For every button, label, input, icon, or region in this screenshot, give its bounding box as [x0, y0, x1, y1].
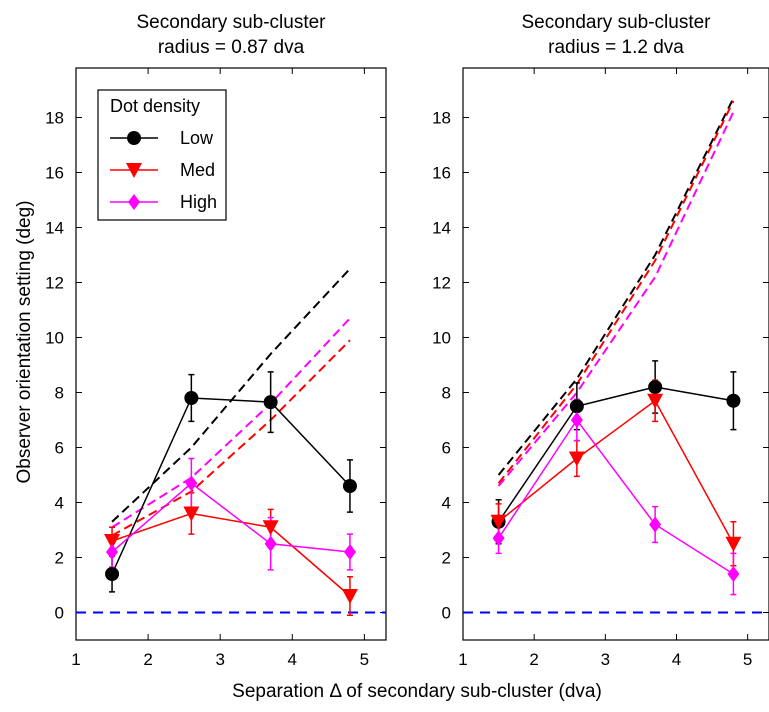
- y-tick-label: 12: [432, 274, 451, 293]
- data-point-low: [184, 391, 199, 405]
- y-tick-label: 16: [432, 164, 451, 183]
- prediction-line-low: [497, 97, 735, 476]
- legend: Dot density Low Med High: [97, 89, 227, 221]
- data-point-med: [104, 534, 121, 549]
- y-tick-label: 4: [55, 494, 64, 513]
- legend-items: Low Med High: [110, 128, 217, 212]
- y-tick-label: 0: [442, 604, 451, 623]
- plot-frame: [75, 67, 387, 641]
- prediction-line-high: [111, 317, 351, 529]
- y-tick-label: 2: [55, 549, 64, 568]
- data-line-low: [111, 397, 351, 575]
- y-tick-label: 14: [432, 219, 451, 238]
- data-point-low: [569, 399, 584, 414]
- x-tick-label: 2: [143, 650, 152, 669]
- y-tick-label: 18: [432, 109, 451, 128]
- data-line-low: [497, 386, 734, 523]
- legend-box: [97, 89, 227, 221]
- x-tick-label: 1: [71, 650, 80, 669]
- x-tick-label: 3: [215, 650, 224, 669]
- data-line-med: [111, 512, 351, 597]
- x-tick-label: 4: [672, 650, 681, 669]
- legend-label-med: Med: [180, 160, 215, 180]
- data-point-high: [185, 475, 198, 492]
- y-tick-label: 18: [45, 109, 64, 128]
- panel-title-line2: radius = 0.87 dva: [158, 37, 305, 58]
- x-tick-label: 5: [360, 650, 369, 669]
- y-tick-label: 12: [45, 274, 64, 293]
- data-line-high: [497, 418, 734, 575]
- panel-title-line1: Secondary sub-cluster: [521, 12, 711, 33]
- x-axis-label: Separation Δ of secondary sub-cluster (d…: [232, 681, 602, 702]
- data-point-high: [264, 535, 277, 552]
- prediction-line-med: [497, 100, 735, 484]
- data-point-med: [568, 451, 585, 467]
- panel-title-line2: radius = 1.2 dva: [548, 37, 684, 58]
- data-point-med: [262, 520, 279, 536]
- data-line-med: [498, 399, 735, 545]
- x-tick-label: 4: [288, 650, 297, 669]
- prediction-line-low: [111, 268, 351, 523]
- prediction-line-high: [497, 111, 735, 487]
- data-point-high: [343, 544, 356, 560]
- y-tick-label: 10: [432, 329, 451, 348]
- y-tick-label: 6: [55, 439, 64, 458]
- y-tick-label: 4: [442, 494, 451, 513]
- legend-marker-high: [128, 194, 140, 210]
- legend-label-high: High: [180, 192, 217, 212]
- data-point-med: [725, 536, 742, 552]
- y-tick-label: 6: [442, 439, 451, 458]
- y-tick-label: 8: [442, 384, 451, 403]
- data-point-low: [105, 567, 120, 581]
- y-tick-label: 16: [45, 164, 64, 183]
- data-point-low: [726, 393, 741, 408]
- data-point-med: [341, 589, 358, 604]
- legend-label-low: Low: [180, 128, 214, 148]
- data-line-high: [111, 482, 351, 553]
- x-tick-label: 5: [743, 650, 752, 669]
- y-axis-label: Observer orientation setting (deg): [14, 200, 35, 483]
- data-point-low: [648, 380, 663, 394]
- y-tick-label: 0: [55, 604, 64, 623]
- data-point-med: [647, 393, 664, 409]
- legend-marker-low: [127, 131, 141, 145]
- x-tick-label: 1: [458, 650, 467, 669]
- data-point-low: [263, 395, 278, 410]
- data-point-high: [649, 516, 662, 533]
- data-point-med: [490, 514, 507, 530]
- y-tick-label: 2: [442, 549, 451, 568]
- prediction-line-med: [111, 339, 351, 537]
- panel-title-line1: Secondary sub-cluster: [136, 12, 326, 33]
- data-point-high: [570, 412, 583, 428]
- x-tick-label: 2: [529, 650, 538, 669]
- legend-title: Dot density: [110, 96, 200, 116]
- y-tick-label: 14: [45, 219, 64, 238]
- x-tick-label: 3: [601, 650, 610, 669]
- y-tick-label: 10: [45, 329, 64, 348]
- y-tick-label: 8: [55, 384, 64, 403]
- plot-frame: [462, 67, 769, 641]
- data-point-low: [342, 479, 357, 493]
- legend-marker-med: [126, 163, 142, 178]
- data-point-high: [727, 566, 740, 582]
- data-point-high: [492, 530, 505, 547]
- data-point-high: [106, 544, 119, 560]
- data-point-med: [183, 506, 200, 522]
